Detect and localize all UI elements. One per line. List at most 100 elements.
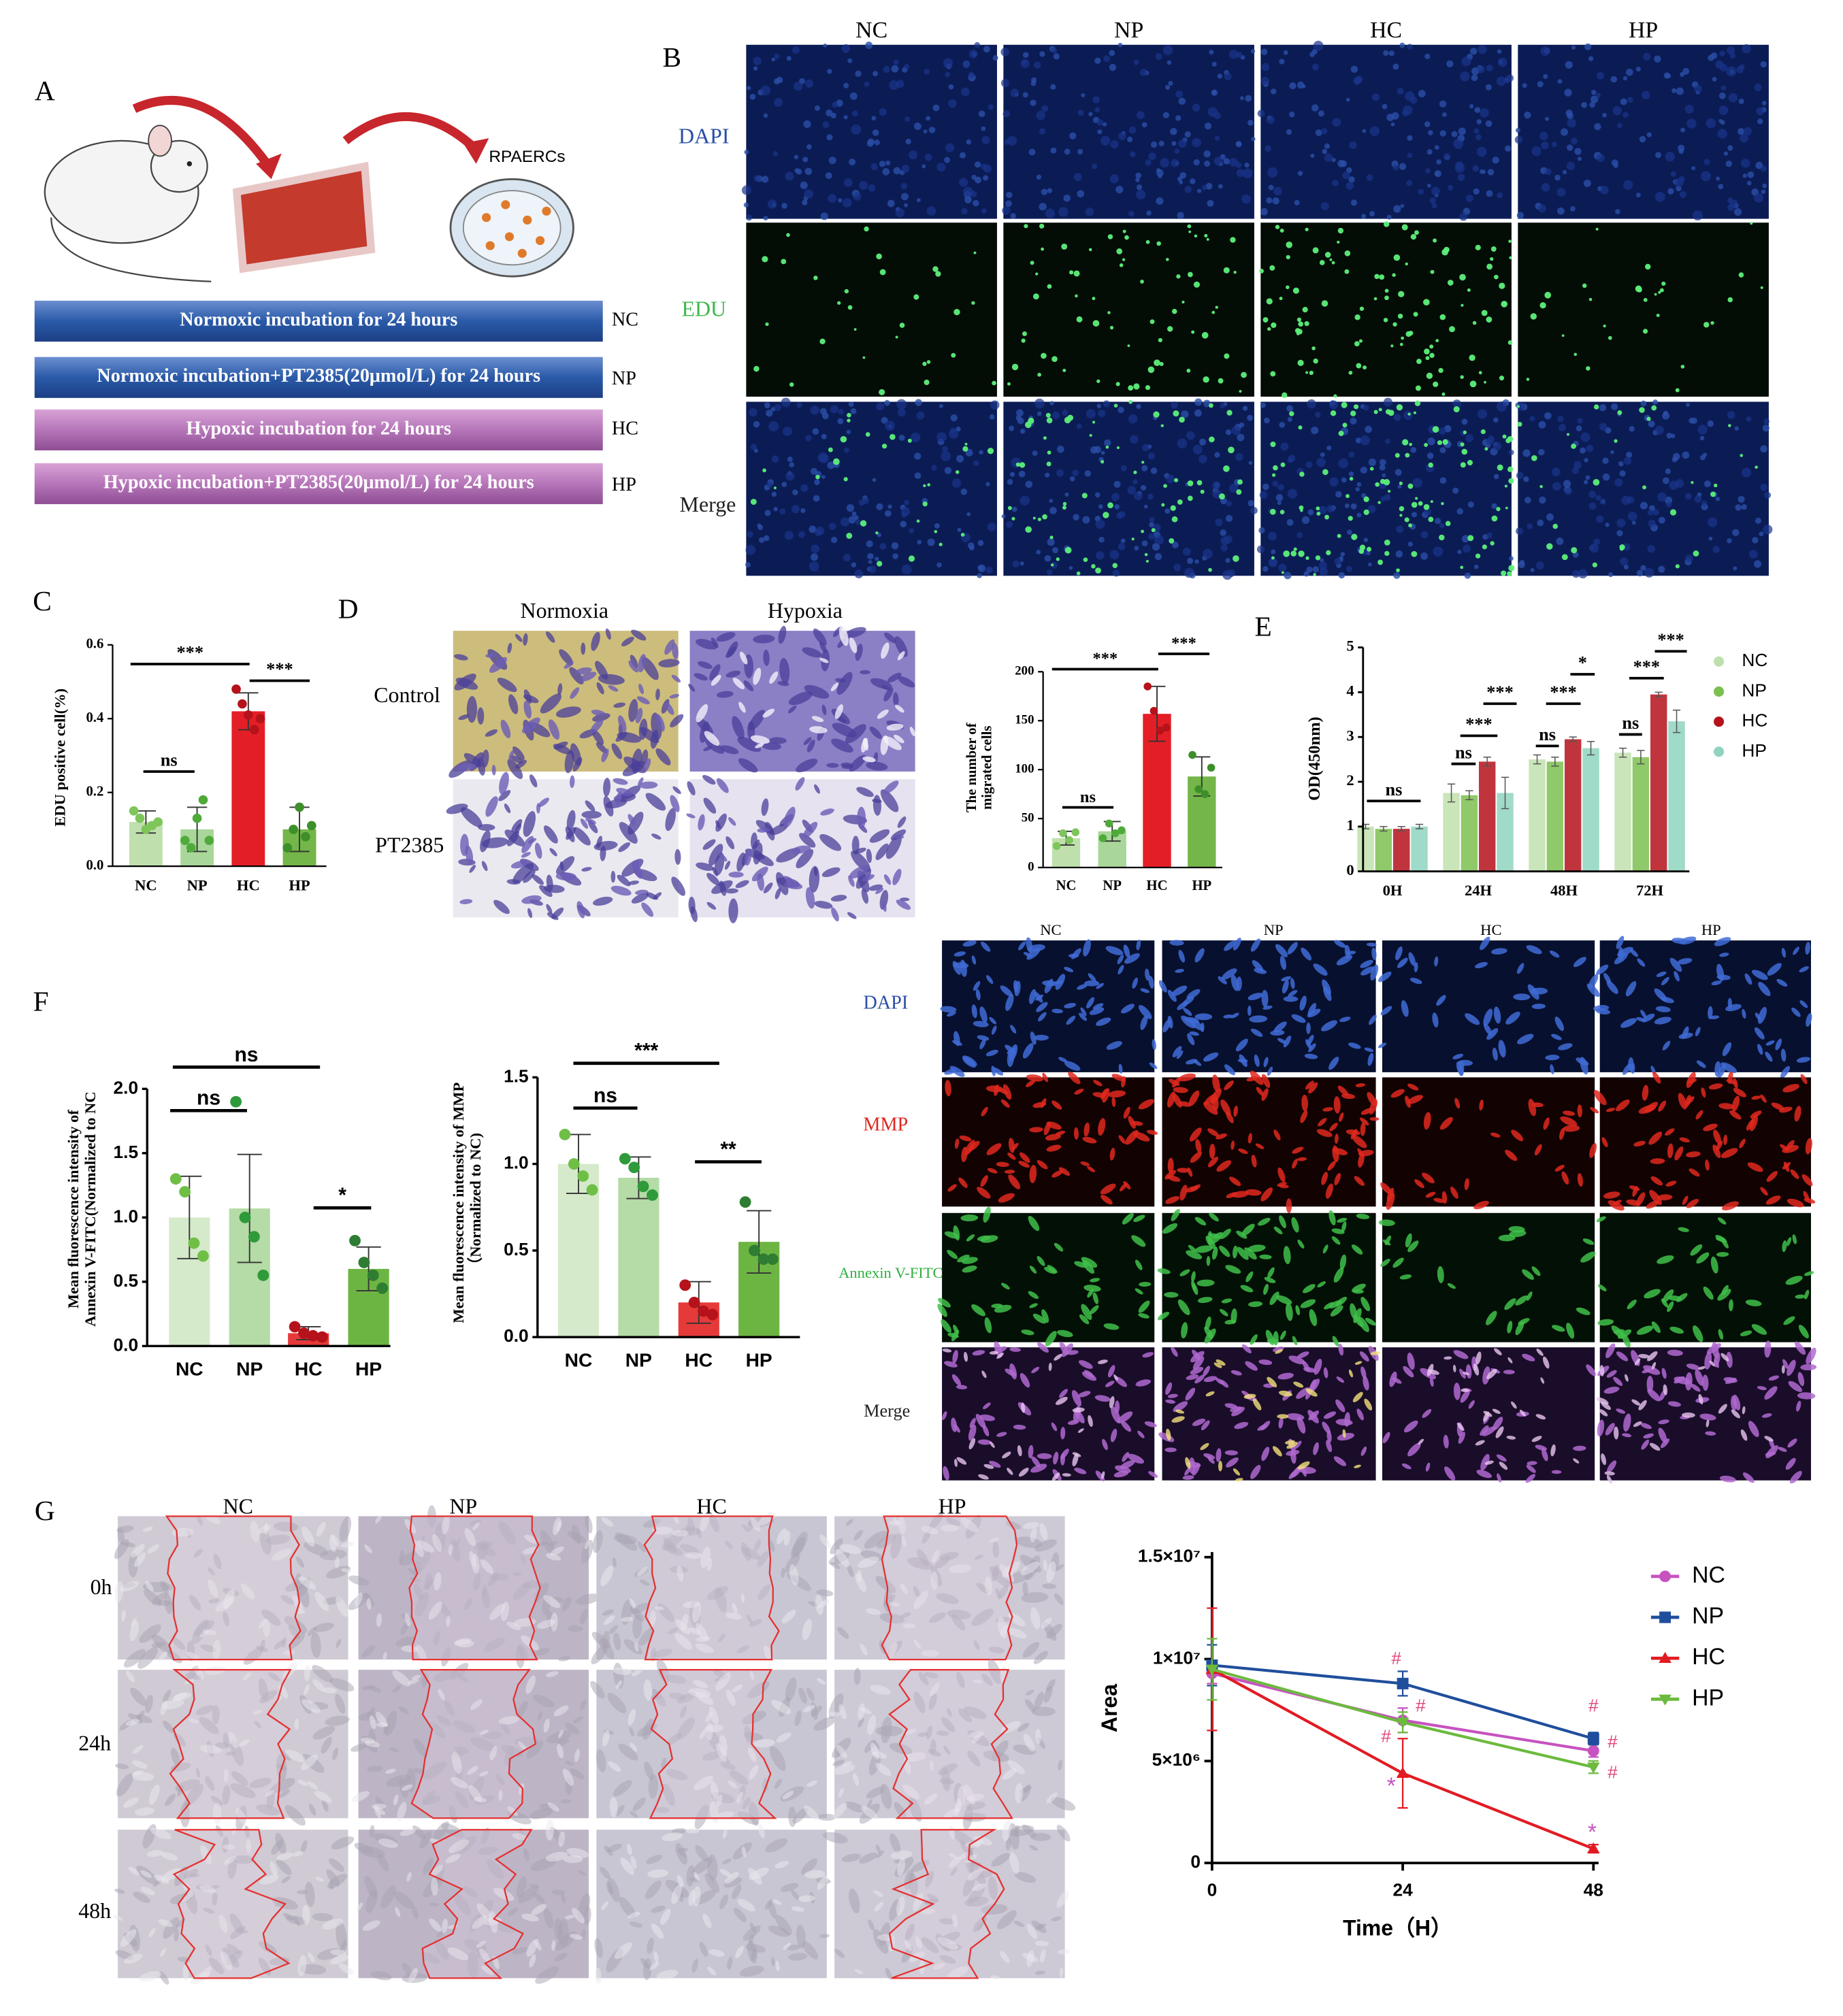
fluorescence-image [1593, 936, 1812, 1078]
cell [1767, 963, 1782, 976]
cell [1178, 1073, 1196, 1082]
cell [1467, 501, 1474, 508]
cell [1371, 947, 1377, 961]
cell [893, 692, 899, 707]
cell [1186, 368, 1191, 373]
cell [1425, 356, 1430, 361]
cell [1218, 378, 1224, 384]
cell [1622, 1063, 1632, 1075]
cell [800, 484, 809, 493]
cell [848, 875, 855, 887]
cell [1593, 538, 1600, 546]
cell [1131, 1121, 1143, 1126]
cell [964, 442, 968, 446]
cell [1429, 197, 1436, 204]
cell [1337, 1433, 1355, 1441]
cell [1648, 1131, 1663, 1145]
cell [1735, 504, 1742, 511]
cell [1092, 1292, 1099, 1304]
cell [953, 308, 960, 316]
cell [757, 523, 762, 528]
cell [1348, 471, 1354, 477]
cell [1203, 1102, 1218, 1115]
cell [137, 1647, 158, 1669]
cell [1046, 417, 1053, 424]
cell [1150, 141, 1158, 148]
cell [987, 523, 996, 531]
cell [1228, 446, 1235, 454]
cell [1304, 1053, 1318, 1059]
cell [1366, 942, 1377, 947]
cell [603, 796, 614, 817]
y-tick-label: 0.4 [86, 710, 103, 725]
cell [1498, 1040, 1506, 1058]
cell [1344, 944, 1350, 959]
cell [469, 864, 476, 873]
cell [796, 402, 802, 408]
cell [1633, 1421, 1642, 1427]
cell [1010, 213, 1016, 219]
y-axis-label: OD(450nm) [1305, 716, 1324, 801]
cell [753, 1539, 762, 1552]
cell [792, 845, 811, 854]
cell [1224, 1403, 1237, 1409]
cell [1402, 110, 1409, 116]
cell [1063, 195, 1071, 202]
cell [1415, 497, 1418, 500]
cell [1403, 1420, 1418, 1433]
cell [1010, 1025, 1017, 1034]
cell [961, 87, 970, 97]
cell [1478, 409, 1488, 419]
cell [1678, 1093, 1687, 1110]
cell [1359, 1351, 1369, 1362]
cell [1340, 552, 1345, 557]
column-label: HP [1701, 921, 1721, 938]
cell [432, 1534, 442, 1552]
cell [1056, 1329, 1073, 1338]
cell [1322, 1244, 1328, 1254]
cell [774, 53, 780, 59]
cell [1052, 547, 1059, 554]
cell [581, 867, 592, 872]
image-background [1003, 222, 1254, 397]
cell [1399, 1274, 1412, 1280]
cell [890, 433, 896, 440]
cell [1066, 1350, 1079, 1355]
cell [763, 649, 770, 666]
cell [504, 804, 511, 814]
cell [1174, 148, 1180, 154]
cell [1695, 1027, 1701, 1037]
cell [1499, 376, 1505, 381]
cell [1432, 426, 1439, 433]
cell [1608, 335, 1612, 340]
cell [898, 434, 905, 441]
cell [1505, 145, 1512, 152]
cell [826, 763, 839, 768]
cell [1064, 148, 1071, 155]
cell [768, 421, 779, 432]
cell [1145, 968, 1150, 981]
cell [1094, 446, 1102, 453]
cell [1424, 121, 1431, 127]
cell [1120, 465, 1127, 472]
cell [705, 739, 725, 754]
x-tick-label: 24 [1392, 1879, 1413, 1900]
cell [1751, 970, 1768, 980]
cell [1286, 405, 1294, 412]
cell [1658, 1419, 1669, 1425]
cell [926, 116, 931, 121]
data-point [739, 1196, 751, 1208]
cell [1651, 1361, 1657, 1370]
cell [966, 139, 972, 145]
cell [1043, 436, 1047, 440]
cell [1060, 1449, 1069, 1459]
condition-text: Normoxic incubation for 24 hours [180, 309, 457, 330]
cell [1167, 1091, 1176, 1108]
fluorescence-image [1157, 1208, 1376, 1347]
cell [1174, 478, 1179, 482]
cell [481, 861, 488, 872]
cell [868, 184, 876, 192]
cell [827, 461, 835, 469]
cell [1092, 163, 1098, 169]
